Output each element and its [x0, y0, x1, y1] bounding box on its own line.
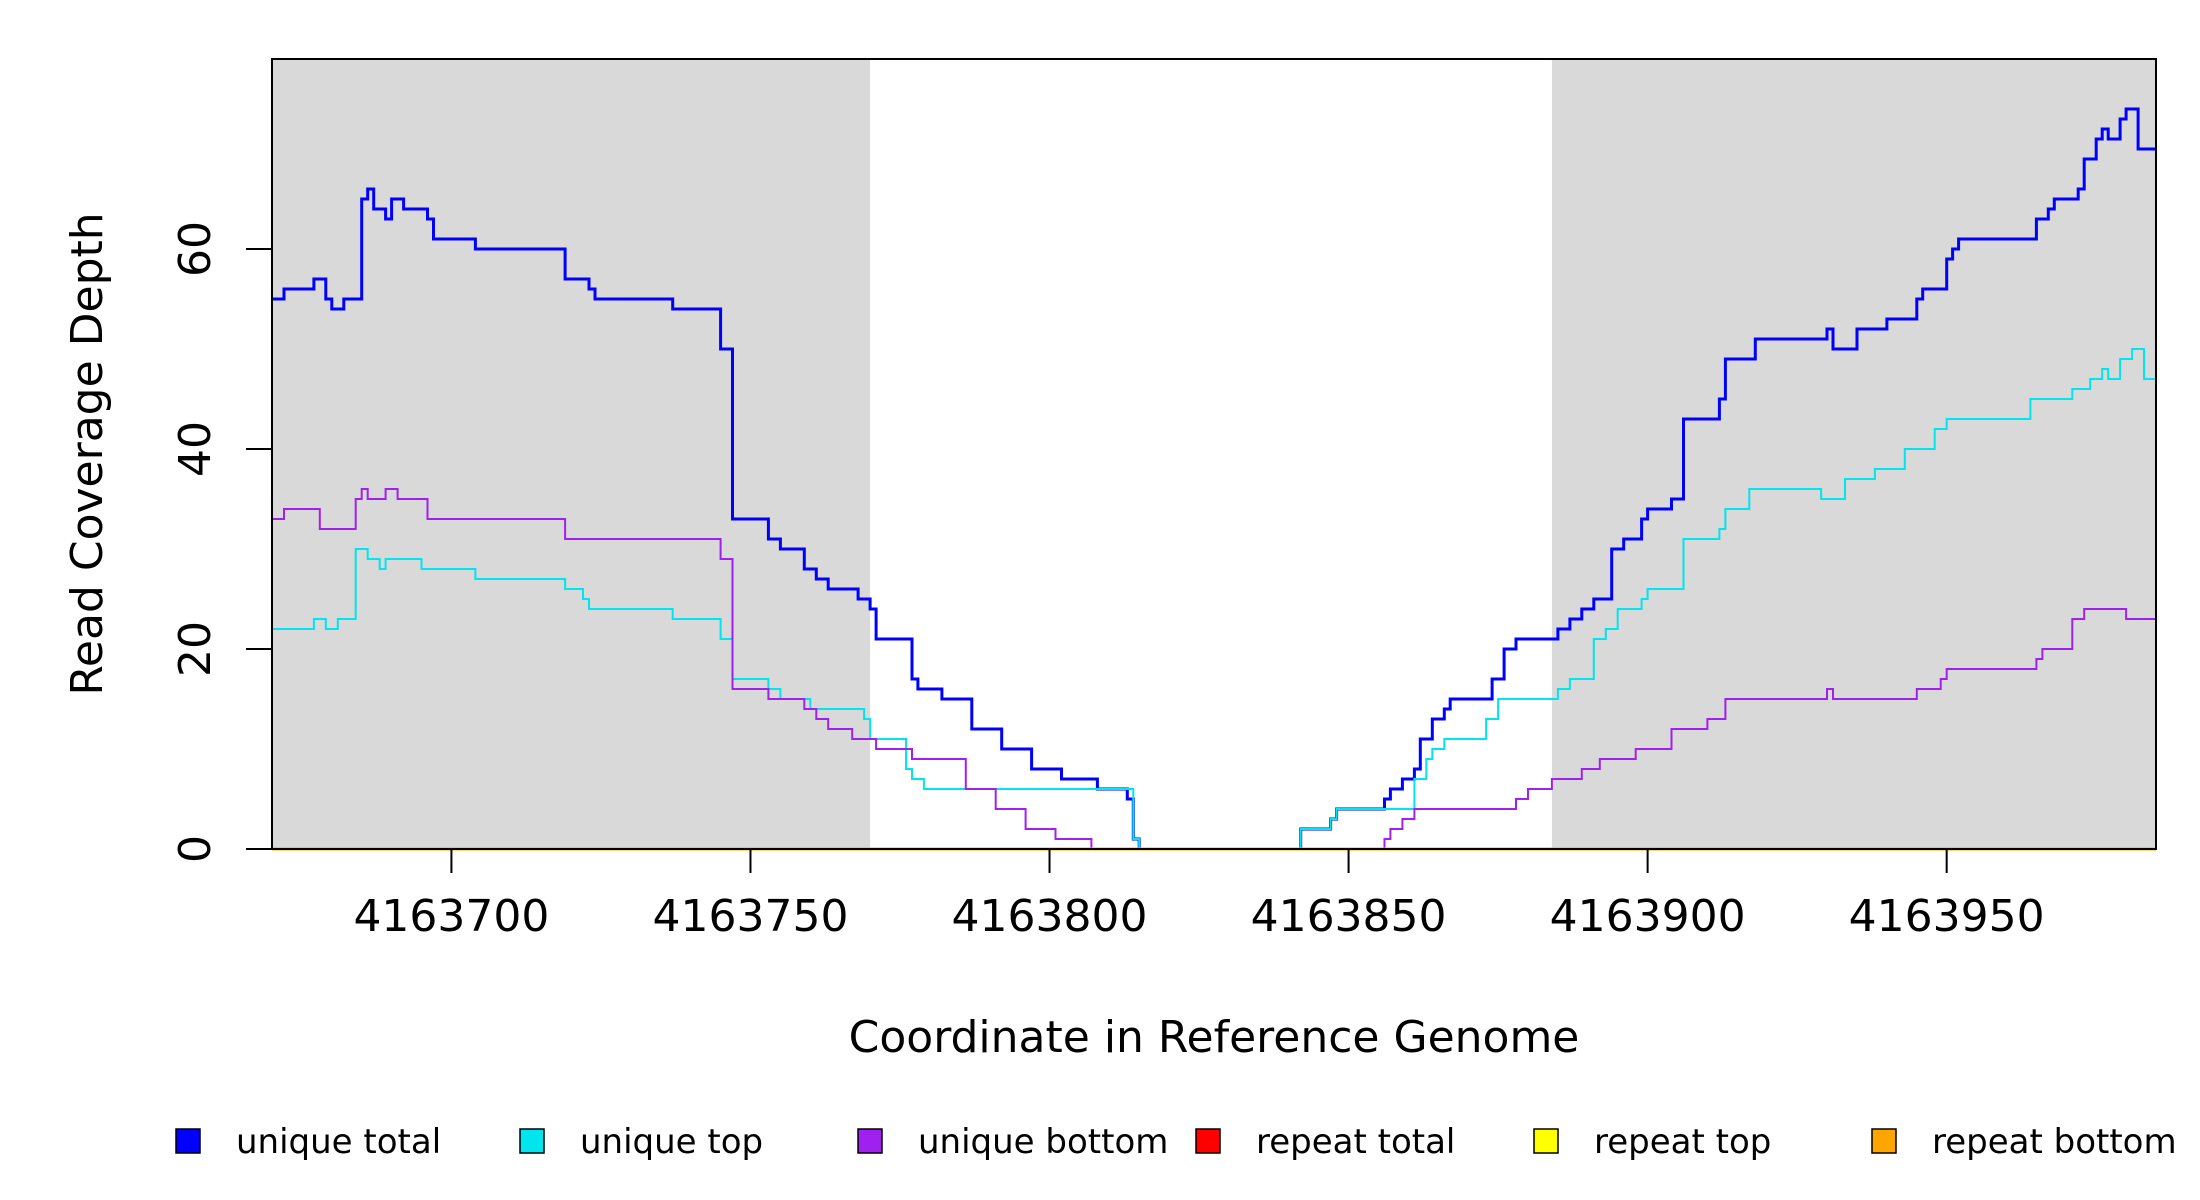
x-tick-label: 4163900: [1550, 891, 1746, 942]
y-tick-label: 20: [170, 621, 221, 677]
y-axis-title: Read Coverage Depth: [62, 212, 113, 695]
legend-label: repeat bottom: [1932, 1122, 2177, 1162]
plot-frame: [271, 58, 2157, 850]
shaded-region-2: [1551, 59, 2156, 849]
legend-label: unique total: [236, 1122, 441, 1162]
legend-label: unique bottom: [918, 1122, 1168, 1162]
x-tick-label: 4163800: [952, 891, 1148, 942]
legend-swatch: [1195, 1128, 1221, 1154]
legend-label: repeat top: [1594, 1122, 1771, 1162]
x-tick-label: 4163750: [652, 891, 848, 942]
legend-swatch: [1871, 1128, 1897, 1154]
x-tick-label: 4163950: [1849, 891, 2045, 942]
x-axis: 4163700 4163750 4163800 4163850 4163900 41639…: [353, 849, 2045, 942]
x-tick-label: 4163850: [1251, 891, 1447, 942]
x-tick-label: 4163700: [353, 891, 549, 942]
y-tick-label: 60: [170, 221, 221, 277]
legend-swatch: [1533, 1128, 1559, 1154]
legend-swatch: [519, 1128, 545, 1154]
legend: unique total unique top unique bottom repea…: [175, 1122, 2177, 1162]
series-line-unique-top: [272, 348, 2156, 850]
series-line-unique-total: [272, 107, 2156, 851]
legend-label: unique top: [580, 1122, 763, 1162]
y-tick-label: 40: [170, 421, 221, 477]
legend-swatch: [175, 1128, 201, 1154]
shaded-region-1: [272, 59, 871, 849]
shaded-regions: [272, 59, 2156, 849]
y-axis: 0 20 40 60: [170, 221, 272, 863]
y-tick-label: 0: [170, 835, 221, 863]
legend-swatch: [857, 1128, 883, 1154]
x-axis-title: Coordinate in Reference Genome: [849, 1012, 1580, 1063]
legend-label: repeat total: [1256, 1122, 1455, 1162]
